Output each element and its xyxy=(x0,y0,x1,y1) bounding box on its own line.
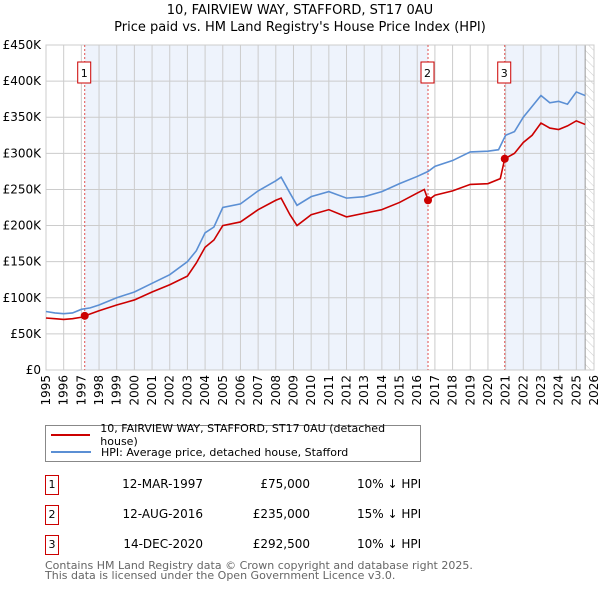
y-tick-label: £0 xyxy=(26,363,41,377)
sale-hpi-diff: 10% ↓ HPI xyxy=(357,477,422,491)
x-tick-label: 2003 xyxy=(180,375,194,406)
footer: Contains HM Land Registry data © Crown c… xyxy=(45,559,473,582)
legend-label: 10, FAIRVIEW WAY, STAFFORD, ST17 0AU (de… xyxy=(100,422,386,448)
x-tick-label: 2026 xyxy=(587,375,600,406)
y-tick-label: £150K xyxy=(3,255,43,269)
ownership-shade-2 xyxy=(504,45,586,370)
x-tick-label: 2019 xyxy=(463,375,477,406)
x-tick-label: 2013 xyxy=(357,375,371,406)
x-tick-label: 1998 xyxy=(92,375,106,406)
sale-point xyxy=(424,196,433,205)
y-tick-label: £50K xyxy=(10,327,42,341)
sale-marker: 3 xyxy=(45,535,59,555)
x-tick-label: 2014 xyxy=(375,375,389,406)
x-tick-label: 2018 xyxy=(446,375,460,406)
y-tick-label: £300K xyxy=(3,146,43,160)
sale-date: 12-MAR-1997 xyxy=(122,477,203,491)
sale-point xyxy=(80,311,89,320)
footer-licence: This data is licensed under the Open Gov… xyxy=(45,569,396,582)
x-tick-label: 2007 xyxy=(251,375,265,406)
future-hatch xyxy=(585,45,594,370)
sale-price: £235,000 xyxy=(252,507,310,521)
sale-date: 14-DEC-2020 xyxy=(123,537,203,551)
sale-date: 12-AUG-2016 xyxy=(122,507,204,521)
legend-label: HPI: Average price, detached house, Staf… xyxy=(101,445,349,459)
sale-point xyxy=(500,154,509,163)
plot-border xyxy=(45,44,595,371)
legend-item-hpi: HPI: Average price, detached house, Staf… xyxy=(51,444,348,460)
x-tick-label: 2006 xyxy=(233,375,247,406)
property-price-line xyxy=(45,119,586,321)
x-tick-label: 2011 xyxy=(322,375,336,406)
legend-swatch-red xyxy=(51,434,91,436)
y-tick-label: £250K xyxy=(3,182,43,196)
sale-row: 1 12-MAR-1997 £75,000 10% ↓ HPI xyxy=(45,475,465,495)
x-tick-label: 1996 xyxy=(57,375,71,406)
x-tick-label: 2021 xyxy=(499,375,513,406)
x-tick-label: 1995 xyxy=(39,375,53,406)
sale-label: 1 xyxy=(81,67,88,80)
x-tick-label: 2002 xyxy=(163,375,177,406)
ownership-shade-1 xyxy=(84,45,429,370)
price-chart: 1995 1996 1997 1998 1999 2000 2001 2002 2003 2004… xyxy=(3,38,600,406)
sale-marker: 2 xyxy=(45,505,59,525)
legend-swatch-blue xyxy=(51,451,91,453)
sale-price: £292,500 xyxy=(252,537,310,551)
sale-price: £75,000 xyxy=(260,477,310,491)
x-tick-label: 2024 xyxy=(552,375,566,406)
x-tick-label: 2008 xyxy=(269,375,283,406)
chart-subtitle: Price paid vs. HM Land Registry's House … xyxy=(114,20,486,35)
chart-title: 10, FAIRVIEW WAY, STAFFORD, ST17 0AU xyxy=(166,3,434,18)
sale-row: 3 14-DEC-2020 £292,500 10% ↓ HPI xyxy=(45,535,465,555)
x-tick-label: 2020 xyxy=(481,375,495,406)
x-tick-label: 2023 xyxy=(534,375,548,406)
x-tick-label: 1999 xyxy=(110,375,124,406)
sale-hpi-diff: 10% ↓ HPI xyxy=(357,537,422,551)
sale-label-box xyxy=(497,61,512,84)
x-tick-label: 2025 xyxy=(569,375,583,406)
sale-marker: 1 xyxy=(45,475,59,495)
x-tick-label: 1997 xyxy=(74,375,88,406)
hpi-line xyxy=(45,90,586,315)
y-tick-label: £100K xyxy=(3,291,43,305)
sale-label-box xyxy=(77,61,92,84)
sale-label: 2 xyxy=(424,67,431,80)
x-tick-label: 2009 xyxy=(286,375,300,406)
legend-item-property: 10, FAIRVIEW WAY, STAFFORD, ST17 0AU (de… xyxy=(51,422,420,448)
x-tick-label: 2022 xyxy=(516,375,530,406)
footer-copyright: Contains HM Land Registry data © Crown c… xyxy=(45,559,473,572)
x-tick-label: 2000 xyxy=(127,375,141,406)
legend: 10, FAIRVIEW WAY, STAFFORD, ST17 0AU (de… xyxy=(45,422,421,462)
sale-label-box xyxy=(420,61,435,84)
y-tick-label: £350K xyxy=(3,110,43,124)
x-tick-label: 2005 xyxy=(216,375,230,406)
x-tick-label: 2001 xyxy=(145,375,159,406)
x-tick-label: 2016 xyxy=(410,375,424,406)
sale-hpi-diff: 15% ↓ HPI xyxy=(357,507,422,521)
y-tick-label: £450K xyxy=(3,38,43,52)
sale-label: 3 xyxy=(501,67,508,80)
x-tick-label: 2012 xyxy=(340,375,354,406)
x-tick-label: 2010 xyxy=(304,375,318,406)
y-tick-label: £400K xyxy=(3,74,43,88)
sale-row: 2 12-AUG-2016 £235,000 15% ↓ HPI xyxy=(45,505,465,525)
y-tick-label: £200K xyxy=(3,219,43,233)
x-tick-label: 2004 xyxy=(198,375,212,406)
x-tick-label: 2017 xyxy=(428,375,442,406)
x-tick-label: 2015 xyxy=(393,375,407,406)
